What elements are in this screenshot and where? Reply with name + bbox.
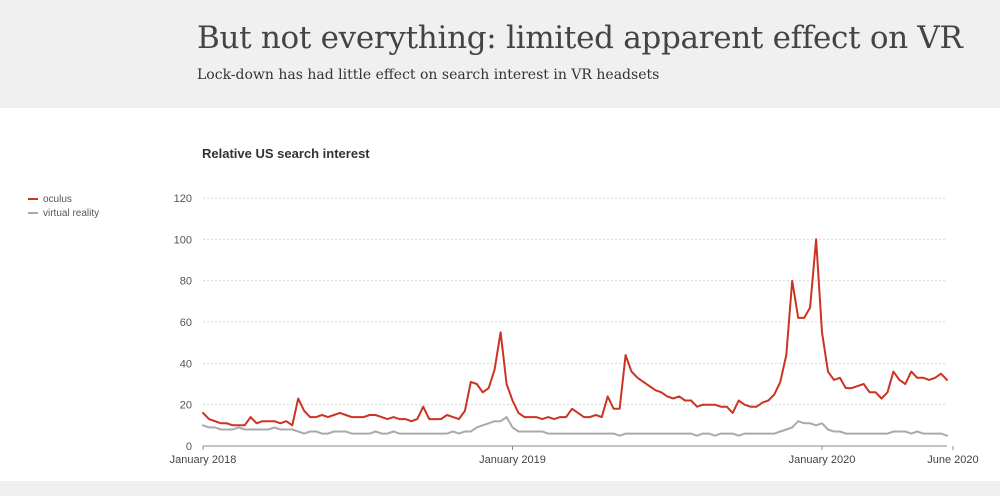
y-tick-label: 60 <box>180 317 192 329</box>
header-band: But not everything: limited apparent eff… <box>0 0 1000 108</box>
x-tick-label: June 2020 <box>927 454 978 466</box>
legend-label-oculus: oculus <box>43 193 72 205</box>
series-line-virtual-reality <box>202 416 948 437</box>
page-title: But not everything: limited apparent eff… <box>197 20 963 56</box>
legend: oculus virtual reality <box>28 192 99 220</box>
y-tick-label: 0 <box>186 441 192 453</box>
x-tick-label: January 2020 <box>789 454 856 466</box>
legend-swatch-oculus <box>28 198 38 200</box>
footer-band <box>0 481 1000 496</box>
legend-swatch-virtual-reality <box>28 212 38 214</box>
chart-title: Relative US search interest <box>202 146 370 161</box>
series-line-oculus <box>202 238 948 427</box>
page-subtitle: Lock-down has had little effect on searc… <box>197 67 660 83</box>
y-tick-label: 40 <box>180 358 192 370</box>
legend-item-oculus: oculus <box>28 192 99 206</box>
y-tick-label: 20 <box>180 400 192 412</box>
legend-label-virtual-reality: virtual reality <box>43 207 100 219</box>
legend-item-virtual-reality: virtual reality <box>28 206 99 220</box>
y-tick-label: 120 <box>174 193 192 205</box>
x-tick-label: January 2018 <box>170 454 237 466</box>
y-tick-label: 100 <box>174 234 192 246</box>
x-tick-label: January 2019 <box>479 454 546 466</box>
y-tick-label: 80 <box>180 276 192 288</box>
